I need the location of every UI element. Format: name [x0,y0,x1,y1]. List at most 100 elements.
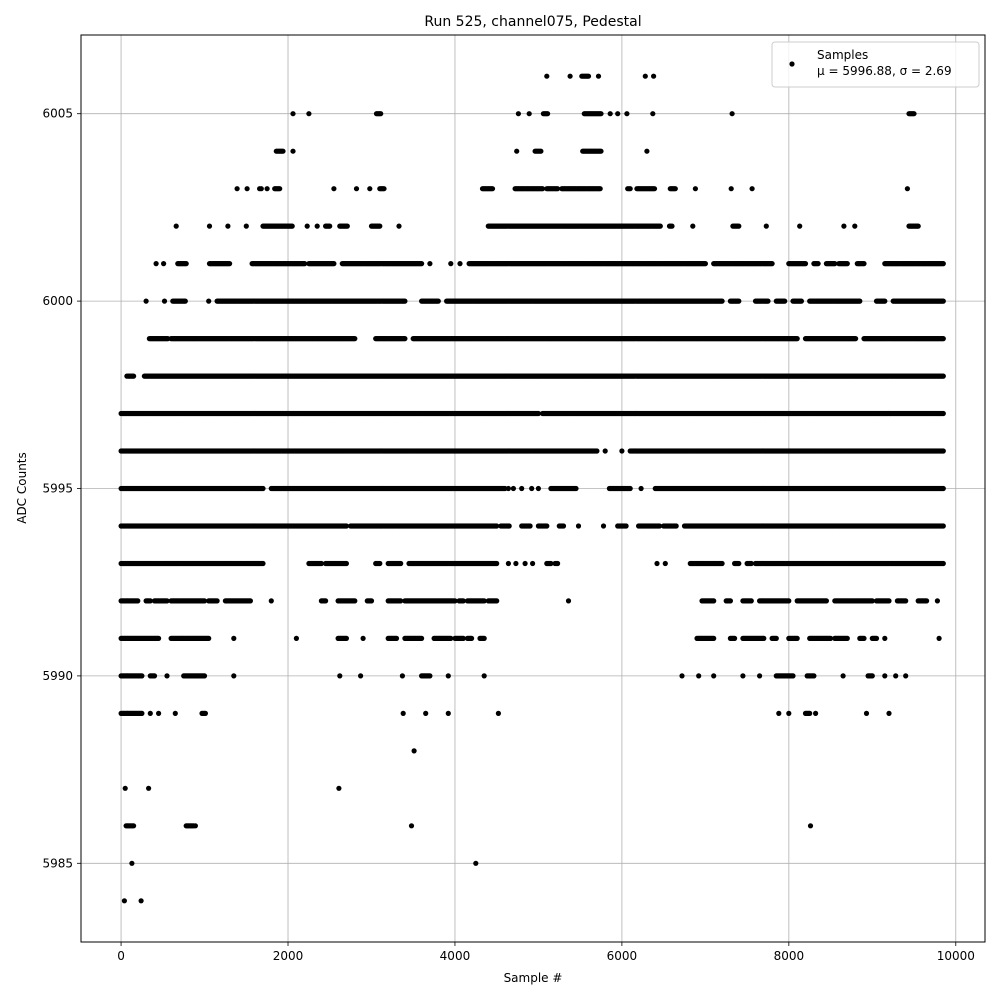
data-point [748,598,754,604]
data-point [940,560,946,567]
data-point [156,635,162,642]
data-point [147,710,153,717]
data-point [122,785,128,791]
data-point [164,598,170,604]
data-point [882,635,888,642]
data-point [398,560,404,567]
data-point [247,598,253,604]
data-point [940,448,946,454]
data-point [934,598,941,604]
data-point [408,823,415,829]
data-point [510,485,516,492]
data-point [794,635,800,642]
data-point [940,410,946,417]
data-point [377,560,383,567]
data-point [494,560,500,567]
data-point [527,523,533,529]
data-point [748,560,754,567]
data-point [343,635,349,642]
data-point [495,710,501,717]
data-point [924,598,930,604]
data-point [555,560,561,567]
data-point [411,748,417,754]
data-point [368,598,375,604]
data-point [790,673,796,679]
data-point [573,485,579,492]
data-point [131,823,137,829]
data-point [164,673,170,679]
data-point [519,485,525,492]
data-point [318,560,324,567]
data-point [147,598,153,604]
data-point [886,710,892,717]
data-point [936,635,942,642]
data-point [882,673,888,679]
data-point [893,673,899,679]
data-point [121,898,127,904]
data-point [869,598,875,604]
data-point [139,710,145,717]
data-point [623,523,629,529]
data-point [575,523,582,529]
data-point [761,635,767,642]
data-point [873,635,880,642]
data-point [393,635,400,642]
data-point [844,635,850,642]
data-point [260,560,266,567]
data-point [773,635,779,642]
data-point [427,673,433,679]
data-point [151,673,158,679]
data-point [360,635,366,642]
data-point [736,560,742,567]
data-point [139,673,145,679]
data-point [358,673,364,679]
data-point [638,485,644,492]
data-point [352,598,358,604]
data-point [711,673,717,679]
data-point [343,560,349,567]
data-point [423,710,429,717]
data-point [602,448,608,454]
data-point [776,710,782,717]
data-point [138,898,144,904]
data-point [231,673,237,679]
data-point [740,673,746,679]
data-point [679,673,685,679]
data-point [869,673,875,679]
data-point [696,673,702,679]
data-point [529,485,535,492]
data-point [886,598,892,604]
data-point [522,560,528,567]
data-point [757,673,763,679]
data-point [600,523,607,529]
data-point [135,598,141,604]
data-point [336,785,342,791]
data-point [505,485,511,492]
data-point [594,448,600,454]
data-point [419,635,425,642]
data-point [619,448,625,454]
data-point [535,485,542,492]
data-point [840,673,846,679]
data-point [823,598,830,604]
data-point [206,635,212,642]
data-point [400,710,406,717]
data-point [146,785,152,791]
data-points [118,73,946,904]
data-point [513,560,519,567]
data-point [727,598,734,604]
data-point [452,598,458,604]
data-point [156,710,162,717]
data-point [129,860,135,866]
data-point [201,673,208,679]
data-point [460,635,466,642]
data-point [293,635,299,642]
data-point [940,523,946,529]
data-point [481,673,487,679]
data-point [214,598,220,604]
data-point [530,560,536,567]
data-point [172,710,178,717]
data-point [192,823,198,829]
data-point [481,635,487,642]
